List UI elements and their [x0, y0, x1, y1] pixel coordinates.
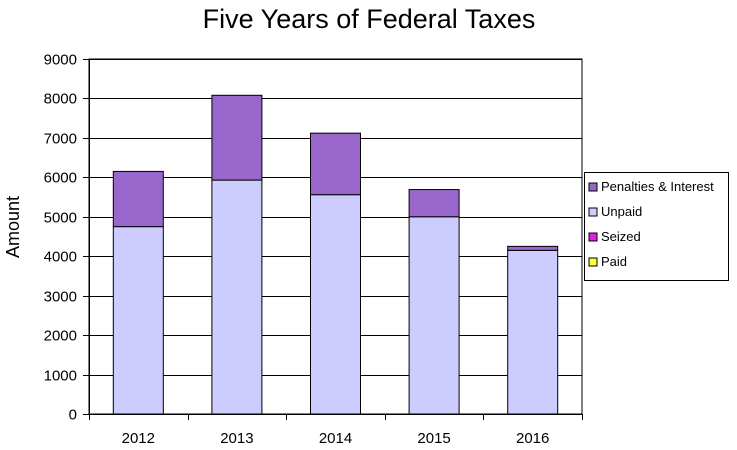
- x-tick-label-2013: 2013: [220, 430, 253, 447]
- legend-swatch-seized: [588, 232, 598, 242]
- bar-unpaid-2012: [112, 226, 164, 415]
- x-tick-label-2016: 2016: [516, 430, 549, 447]
- legend: Penalties & Interest Unpaid Seized Paid: [584, 172, 729, 281]
- y-tick-label-4000: 4000: [44, 249, 77, 266]
- legend-swatch-paid: [588, 257, 598, 267]
- legend-box: [584, 172, 729, 281]
- x-tick-label-2015: 2015: [417, 430, 450, 447]
- bar-unpaid-2016: [507, 249, 559, 415]
- y-tick-label-0: 0: [69, 407, 77, 424]
- y-tick-label-7000: 7000: [44, 131, 77, 148]
- x-tick-label-2014: 2014: [319, 430, 352, 447]
- legend-label-paid: Paid: [601, 254, 627, 269]
- y-axis-label: Amount: [3, 196, 23, 258]
- bar-penalties-interest-2012: [112, 170, 164, 228]
- y-tick-label-3000: 3000: [44, 289, 77, 306]
- y-tick-label-8000: 8000: [44, 91, 77, 108]
- y-tick-label-1000: 1000: [44, 368, 77, 385]
- bar-penalties-interest-2016: [507, 245, 559, 251]
- y-tick-label-5000: 5000: [44, 210, 77, 227]
- y-tick-label-6000: 6000: [44, 170, 77, 187]
- bar-penalties-interest-2013: [211, 94, 263, 181]
- legend-label-seized: Seized: [601, 229, 641, 244]
- legend-label-unpaid: Unpaid: [601, 204, 642, 219]
- bar-penalties-interest-2014: [310, 132, 361, 196]
- legend-label-penalties-interest: Penalties & Interest: [601, 179, 714, 194]
- x-tick-labels: 2012 2013 2014 2015 2016: [122, 430, 550, 447]
- legend-swatch-unpaid: [588, 207, 598, 217]
- bar-unpaid-2015: [408, 216, 460, 415]
- y-tick-label-9000: 9000: [44, 52, 77, 69]
- bar-unpaid-2014: [310, 194, 361, 415]
- x-tick-label-2012: 2012: [122, 430, 155, 447]
- bar-penalties-interest-2015: [408, 189, 460, 218]
- y-tick-labels: 0 1000 2000 3000 4000 5000 6000 7000 8000 9000: [44, 52, 77, 424]
- y-tick-label-2000: 2000: [44, 328, 77, 345]
- bars: [112, 94, 559, 415]
- chart-title: Five Years of Federal Taxes: [203, 4, 536, 34]
- legend-swatch-penalties-interest: [588, 182, 598, 192]
- bar-unpaid-2013: [211, 179, 263, 415]
- axes: [83, 59, 583, 420]
